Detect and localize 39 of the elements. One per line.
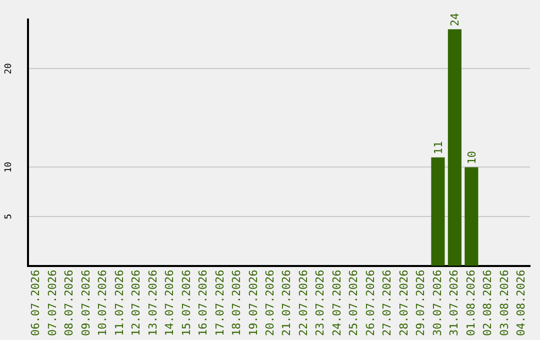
x-tick-label: 21.07.2026 bbox=[280, 270, 294, 336]
x-tick-label: 16.07.2026 bbox=[196, 270, 210, 336]
data-label: 24 bbox=[448, 12, 462, 26]
x-tick-label: 04.08.2026 bbox=[514, 270, 528, 336]
x-tick-label: 18.07.2026 bbox=[230, 270, 244, 336]
y-tick-label: 20 bbox=[4, 63, 14, 74]
x-tick-label: 12.07.2026 bbox=[130, 270, 143, 336]
x-tick-label: 11.07.2026 bbox=[112, 270, 126, 336]
x-tick-label: 14.07.2026 bbox=[163, 270, 176, 336]
bar bbox=[431, 157, 445, 266]
y-tick-label: 10 bbox=[4, 162, 14, 173]
x-tick-label: 09.07.2026 bbox=[79, 270, 92, 336]
x-tick-label: 31.07.2026 bbox=[448, 270, 461, 336]
bar bbox=[464, 167, 478, 266]
x-tick-label: 23.07.2026 bbox=[314, 270, 327, 336]
x-tick-label: 22.07.2026 bbox=[296, 270, 310, 336]
x-tick-label: 02.08.2026 bbox=[481, 270, 494, 336]
x-tick-label: 28.07.2026 bbox=[397, 270, 410, 336]
x-tick-label: 07.07.2026 bbox=[46, 270, 59, 336]
x-tick-label: 01.08.2026 bbox=[464, 270, 478, 336]
x-tick-label: 26.07.2026 bbox=[364, 270, 377, 336]
x-tick-label: 30.07.2026 bbox=[430, 270, 444, 336]
x-tick-label: 25.07.2026 bbox=[347, 270, 360, 336]
x-tick-label: 13.07.2026 bbox=[146, 270, 160, 336]
x-tick-label: 08.07.2026 bbox=[62, 270, 76, 336]
x-tick-label: 24.07.2026 bbox=[330, 270, 344, 336]
x-tick-label: 29.07.2026 bbox=[414, 270, 428, 336]
x-tick-label: 10.07.2026 bbox=[96, 270, 110, 336]
x-tick-label: 15.07.2026 bbox=[180, 270, 193, 336]
x-tick-label: 17.07.2026 bbox=[213, 270, 226, 336]
x-tick-label: 19.07.2026 bbox=[246, 270, 260, 336]
x-tick-label: 27.07.2026 bbox=[380, 270, 394, 336]
y-tick-label: 5 bbox=[4, 214, 14, 220]
x-tick-label: 03.08.2026 bbox=[498, 270, 511, 336]
x-tick-label: 20.07.2026 bbox=[263, 270, 276, 336]
bar bbox=[448, 29, 462, 266]
data-label: 10 bbox=[465, 150, 478, 164]
x-tick-label: 06.07.2026 bbox=[29, 270, 42, 336]
data-label: 11 bbox=[432, 141, 445, 154]
